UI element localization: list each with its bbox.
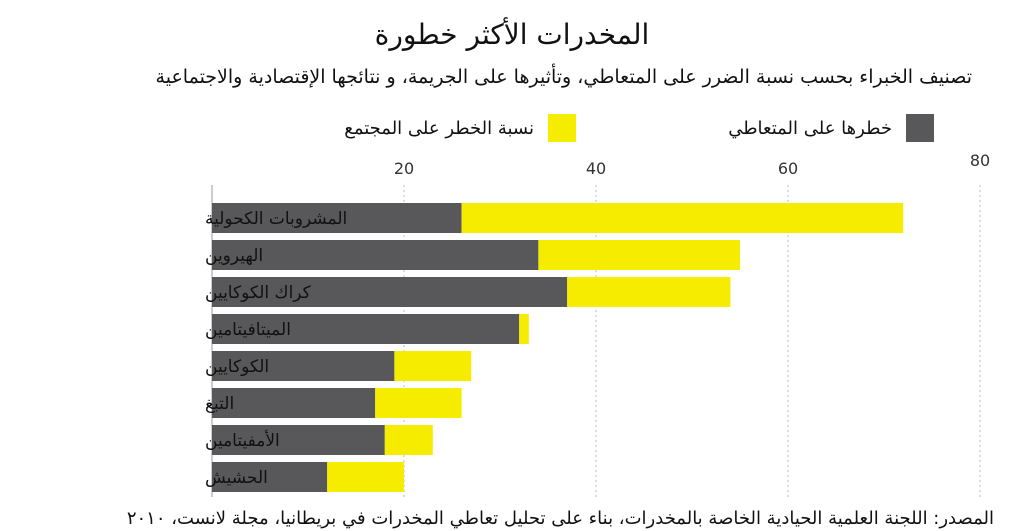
bar-segment-society-harm xyxy=(394,351,472,381)
bar-segment-user-harm xyxy=(212,314,520,344)
category-label: كراك الكوكايين xyxy=(205,283,312,303)
bar-segment-user-harm xyxy=(212,203,462,233)
legend-swatch-dark xyxy=(906,114,934,142)
chart-subtitle: تصنيف الخبراء بحسب نسبة الضرر على المتعا… xyxy=(155,66,972,88)
bar-segment-society-harm xyxy=(327,462,404,492)
category-label: الهيروين xyxy=(205,246,263,266)
x-tick-label: 60 xyxy=(778,159,798,178)
legend-swatch-yellow xyxy=(548,114,576,142)
category-label: المشروبات الكحولية xyxy=(205,209,347,229)
legend-label: خطرها على المتعاطي xyxy=(728,117,892,139)
bar-segment-user-harm xyxy=(212,462,328,492)
bar-segment-user-harm xyxy=(212,388,376,418)
category-label: الحشيش xyxy=(205,468,268,488)
legend-item-user-harm: خطرها على المتعاطي xyxy=(728,114,934,142)
bar-segment-society-harm xyxy=(538,240,740,270)
bar-segment-user-harm xyxy=(212,425,385,455)
category-label: الأمفيتامين xyxy=(205,430,280,451)
chart-title: المخدرات الأكثر خطورة xyxy=(374,18,650,51)
category-label: التبغ xyxy=(205,394,234,414)
x-tick-label: 80 xyxy=(970,151,990,170)
x-tick-label: 20 xyxy=(394,159,414,178)
x-tick-label: 40 xyxy=(586,159,606,178)
bar-segment-user-harm xyxy=(212,277,568,307)
source-note: المصدر: اللجنة العلمية الحيادية الخاصة ب… xyxy=(126,508,994,529)
bar-segment-society-harm xyxy=(384,425,433,455)
category-label: الكوكايين xyxy=(205,357,269,377)
legend-item-society-harm: نسبة الخطر على المجتمع xyxy=(344,114,576,142)
category-label: الميتافيتامين xyxy=(205,320,291,340)
bar-segment-society-harm xyxy=(567,277,731,307)
bar-segment-society-harm xyxy=(461,203,904,233)
legend-label: نسبة الخطر على المجتمع xyxy=(344,117,534,139)
bar-segment-society-harm xyxy=(375,388,462,418)
bar-segment-user-harm xyxy=(212,240,539,270)
bar-segment-society-harm xyxy=(519,314,529,344)
bar-segment-user-harm xyxy=(212,351,395,381)
